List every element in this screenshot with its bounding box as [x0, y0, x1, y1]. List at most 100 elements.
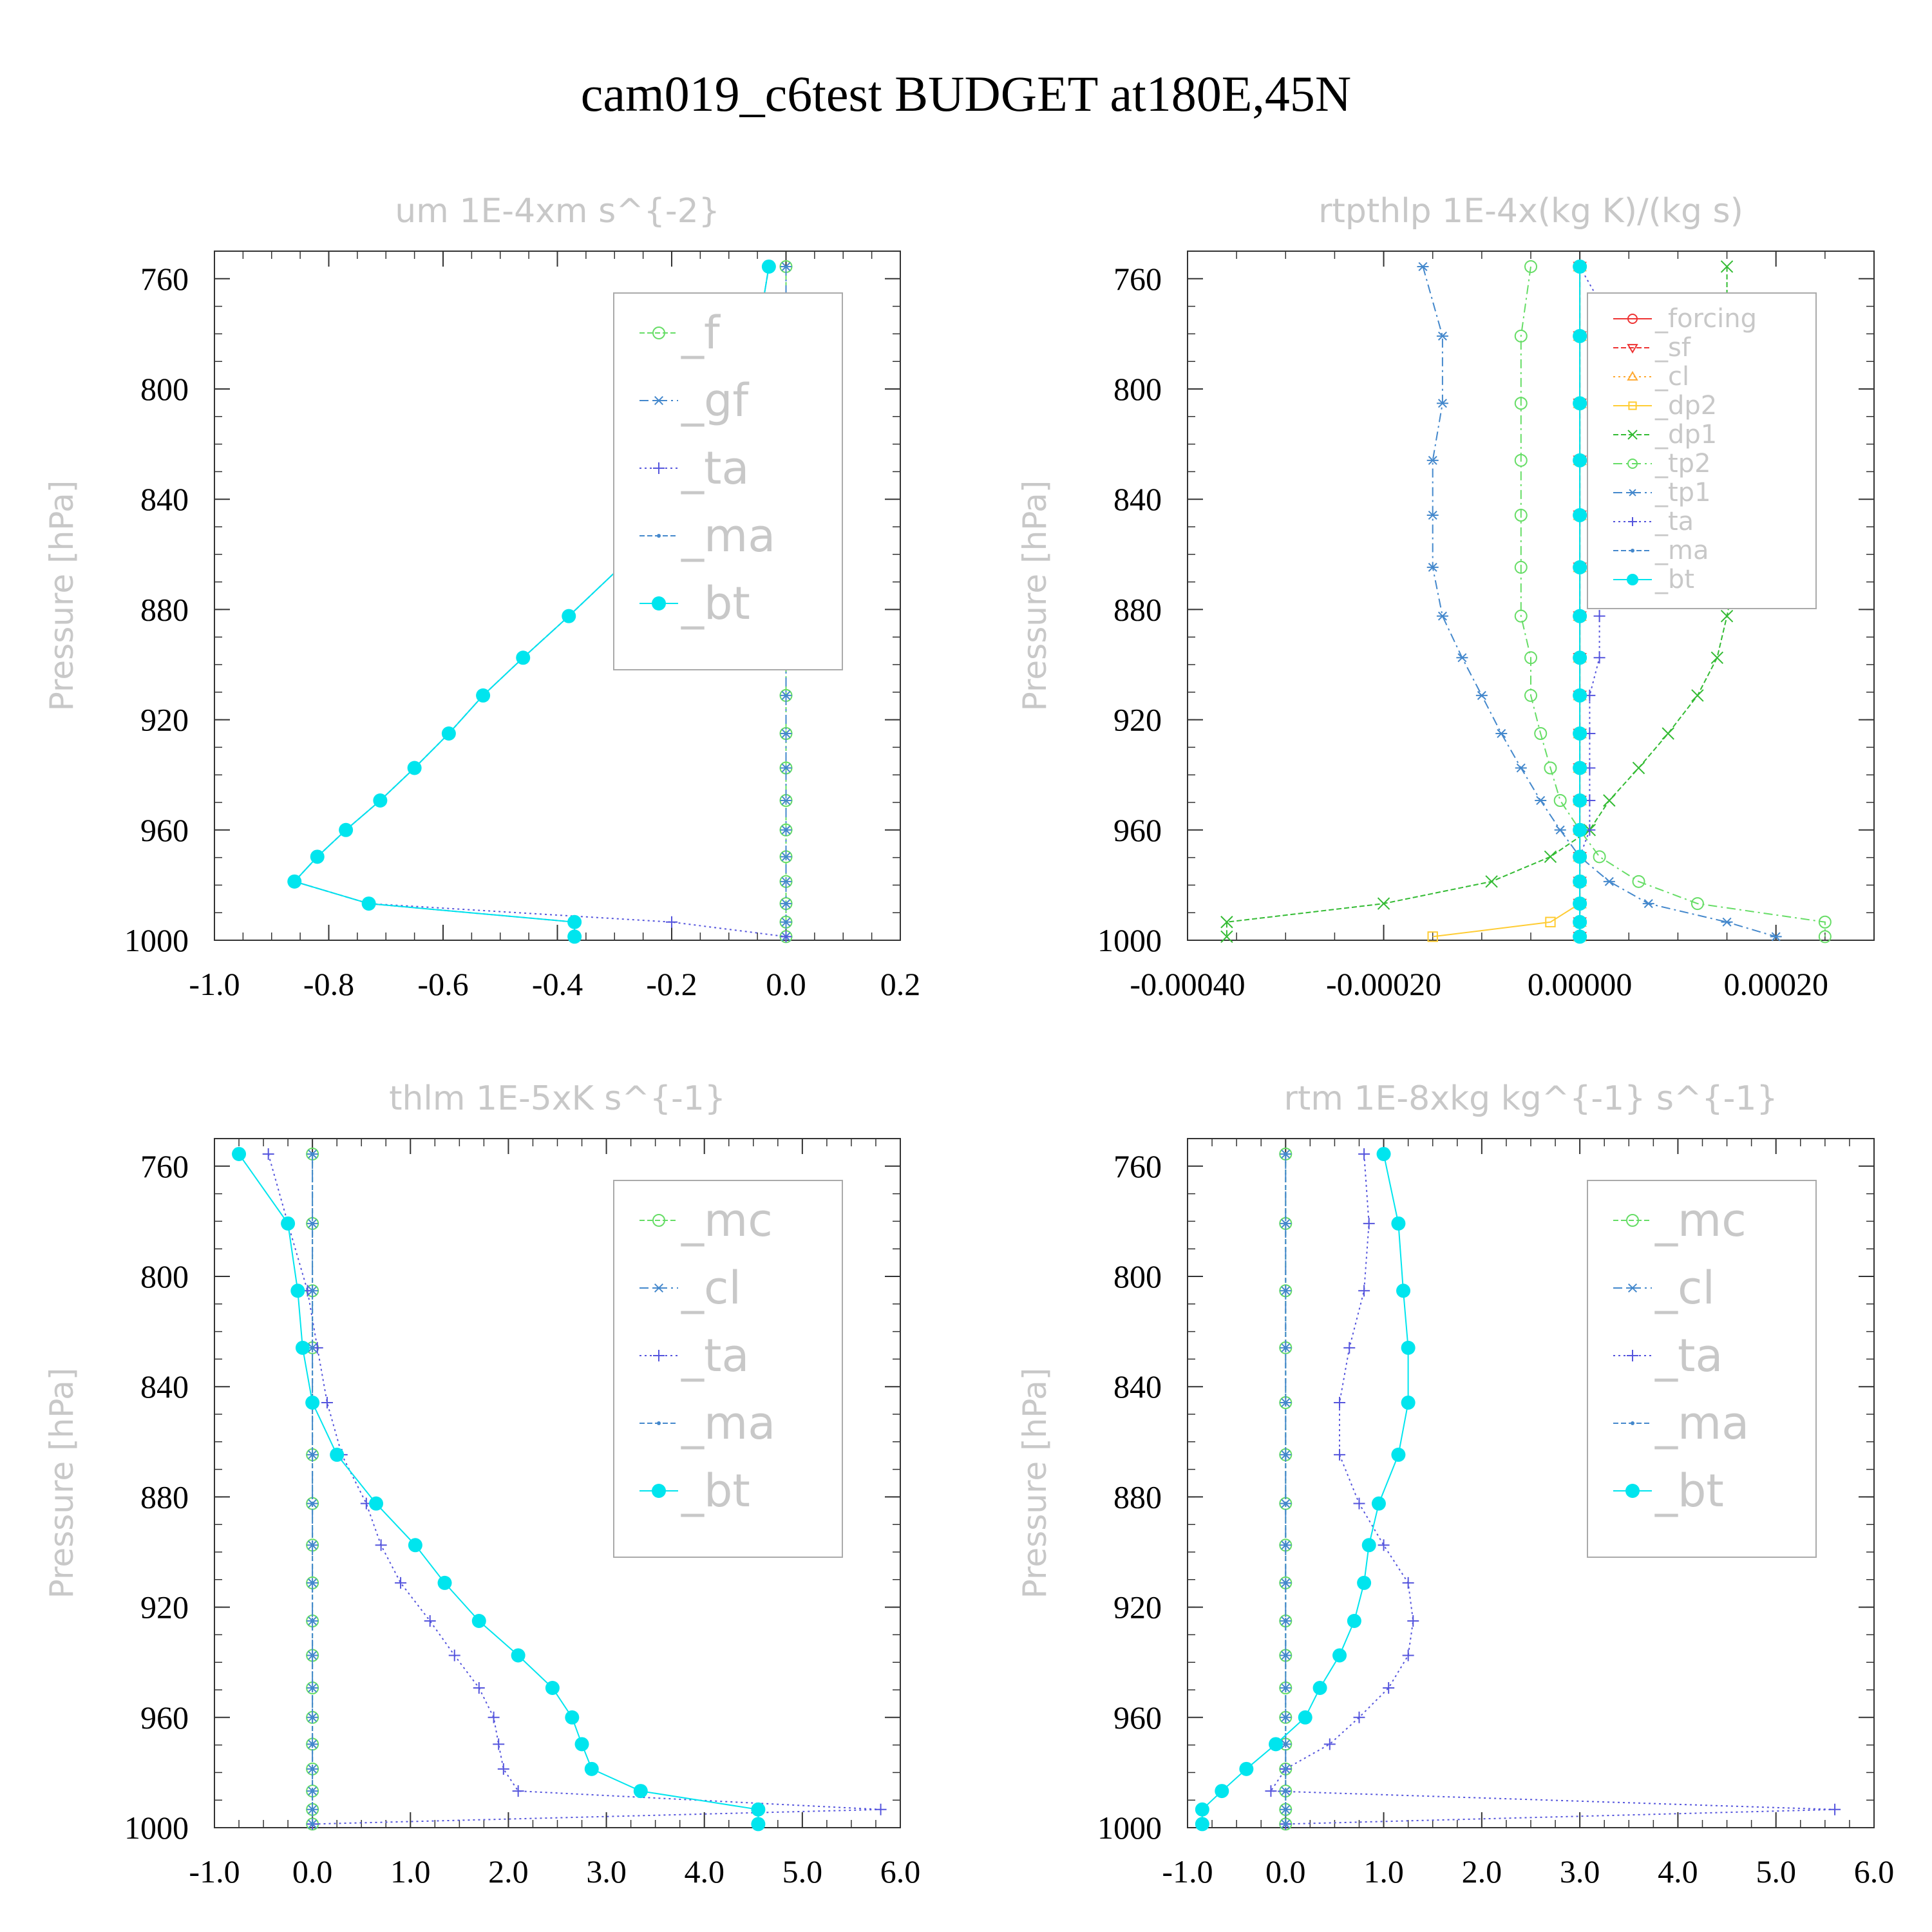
data-point — [1396, 1283, 1411, 1298]
y-tick-label: 920 — [1113, 1589, 1162, 1625]
data-point — [310, 1822, 315, 1826]
x-tick-label: -0.8 — [303, 966, 354, 1002]
chart-panel-2: rtpthlp 1E-4x(kg K)/(kg s) Pressure [hPa]… — [1016, 192, 1875, 1002]
legend: _forcing_sf_cl_dp2_dp1_tp2_tp1_ta_ma_bt — [1587, 292, 1817, 609]
data-point — [1544, 761, 1557, 775]
data-point — [511, 1648, 526, 1663]
data-point — [1353, 1497, 1365, 1510]
data-point — [780, 728, 792, 739]
data-point — [1770, 932, 1782, 942]
data-point — [473, 1682, 485, 1694]
data-point — [1334, 1448, 1346, 1461]
data-point — [1269, 1737, 1283, 1752]
legend-label: _tp1 — [1654, 478, 1711, 507]
data-point — [441, 726, 456, 741]
data-point — [516, 650, 531, 665]
data-point — [1514, 397, 1528, 410]
data-point — [310, 1686, 315, 1690]
data-point — [1220, 916, 1233, 929]
data-point — [408, 1538, 422, 1553]
y-tick-label: 920 — [1113, 702, 1162, 738]
data-point — [310, 1807, 315, 1812]
legend-marker — [1627, 371, 1638, 381]
data-point — [512, 1785, 524, 1797]
legend-label: _gf — [681, 374, 749, 427]
legend-box — [1587, 292, 1817, 609]
legend: _mc _cl _ta _ma _bt — [613, 1180, 843, 1558]
y-axis-label: Pressure [hPa] — [43, 1368, 80, 1599]
data-point — [1573, 914, 1587, 929]
legend-label: _ma — [1654, 1397, 1749, 1450]
x-tick-label: 0.00000 — [1528, 966, 1633, 1002]
data-point — [395, 1577, 407, 1589]
data-point — [1573, 896, 1587, 911]
data-point — [1554, 825, 1566, 835]
data-point — [310, 1543, 315, 1548]
data-point — [310, 1580, 315, 1585]
legend-box — [613, 1180, 843, 1558]
series-bt — [1573, 259, 1587, 944]
data-point — [488, 1711, 500, 1723]
data-point — [1514, 609, 1528, 623]
y-tick-label: 960 — [1113, 1700, 1162, 1736]
data-point — [1283, 1580, 1288, 1585]
legend-marker — [1631, 1421, 1634, 1425]
data-point — [424, 1615, 436, 1627]
data-point — [1391, 1447, 1406, 1462]
data-point — [295, 1340, 310, 1355]
data-point — [310, 1742, 315, 1747]
y-tick-label: 920 — [140, 1589, 189, 1625]
data-point — [1401, 1396, 1416, 1410]
series-ma — [1283, 1151, 1288, 1826]
legend-label: _cl — [1654, 1262, 1715, 1314]
legend-marker — [653, 1283, 665, 1293]
data-point — [310, 1289, 315, 1293]
y-tick-label: 840 — [140, 481, 189, 517]
legend-marker — [652, 327, 665, 339]
legend-marker — [1627, 1283, 1638, 1293]
y-tick-label: 880 — [140, 1479, 189, 1515]
series-line — [1269, 1153, 1835, 1825]
data-point — [339, 822, 354, 837]
legend-marker — [1627, 459, 1638, 469]
data-point — [1417, 261, 1429, 271]
data-point — [310, 1151, 315, 1156]
data-point — [1456, 653, 1468, 663]
legend-marker — [1626, 1214, 1639, 1227]
y-tick-label: 880 — [140, 591, 189, 627]
series-bt — [1195, 1146, 1416, 1832]
data-point — [1573, 688, 1587, 703]
data-point — [751, 1802, 766, 1817]
legend-label: _tp2 — [1654, 449, 1711, 478]
x-tick-label: -1.0 — [1162, 1853, 1213, 1889]
y-tick-label: 760 — [140, 1148, 189, 1184]
legend-marker — [1625, 1484, 1640, 1498]
data-point — [1573, 560, 1587, 574]
legend-marker — [1628, 489, 1637, 497]
data-point — [1515, 763, 1527, 773]
data-point — [1535, 795, 1547, 806]
data-point — [1283, 1543, 1288, 1548]
legend-label: _bt — [681, 1464, 750, 1517]
data-point — [1495, 728, 1508, 739]
x-tick-label: 0.0 — [292, 1853, 333, 1889]
panel-title: rtm 1E-8xkg kg^{-1} s^{-1} — [1283, 1079, 1777, 1118]
data-point — [1514, 329, 1528, 343]
series-dp2 — [1427, 261, 1586, 942]
data-point — [290, 1283, 305, 1298]
data-point — [875, 1803, 887, 1815]
data-point — [1353, 1711, 1365, 1723]
data-point — [1371, 1496, 1386, 1511]
data-point — [1829, 1803, 1841, 1815]
x-tick-label: 5.0 — [782, 1853, 823, 1889]
data-point — [780, 795, 792, 806]
data-point — [1283, 1452, 1288, 1457]
data-point — [751, 1817, 766, 1832]
data-point — [310, 1345, 315, 1350]
y-tick-label: 760 — [140, 261, 189, 297]
legend-label: _bt — [681, 577, 750, 630]
data-point — [1524, 651, 1537, 665]
data-point — [1407, 1615, 1419, 1627]
figure-title: cam019_c6test BUDGET at180E,45N — [581, 66, 1352, 122]
y-tick-label: 880 — [1113, 591, 1162, 627]
